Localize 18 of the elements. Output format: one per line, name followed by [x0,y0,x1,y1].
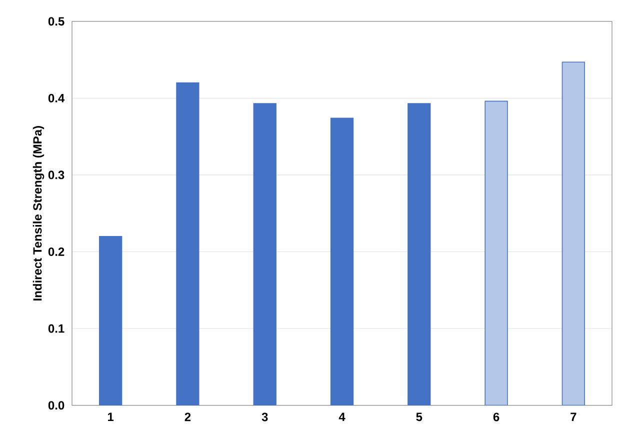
bar [484,100,508,406]
x-tick-label: 2 [184,412,191,422]
y-tick-label: 0.0 [48,401,64,410]
x-tick-label: 6 [493,412,500,422]
x-tick-label: 3 [262,412,268,422]
bar [408,103,431,406]
bar [176,82,200,406]
y-tick-label: 0.5 [48,17,64,26]
x-tick-label: 1 [108,412,114,421]
x-tick-label: 5 [416,412,422,422]
bar [253,103,276,406]
y-tick-label: 0.1 [48,324,64,333]
y-tick-label: 0.2 [48,247,64,256]
y-axis-title: Indirect Tensile Strength (MPa) [32,126,44,300]
y-tick-label: 0.4 [48,94,65,102]
y-tick-label: 0.3 [48,170,64,180]
x-tick-label: 7 [570,412,576,421]
x-tick-label: 4 [338,412,346,421]
